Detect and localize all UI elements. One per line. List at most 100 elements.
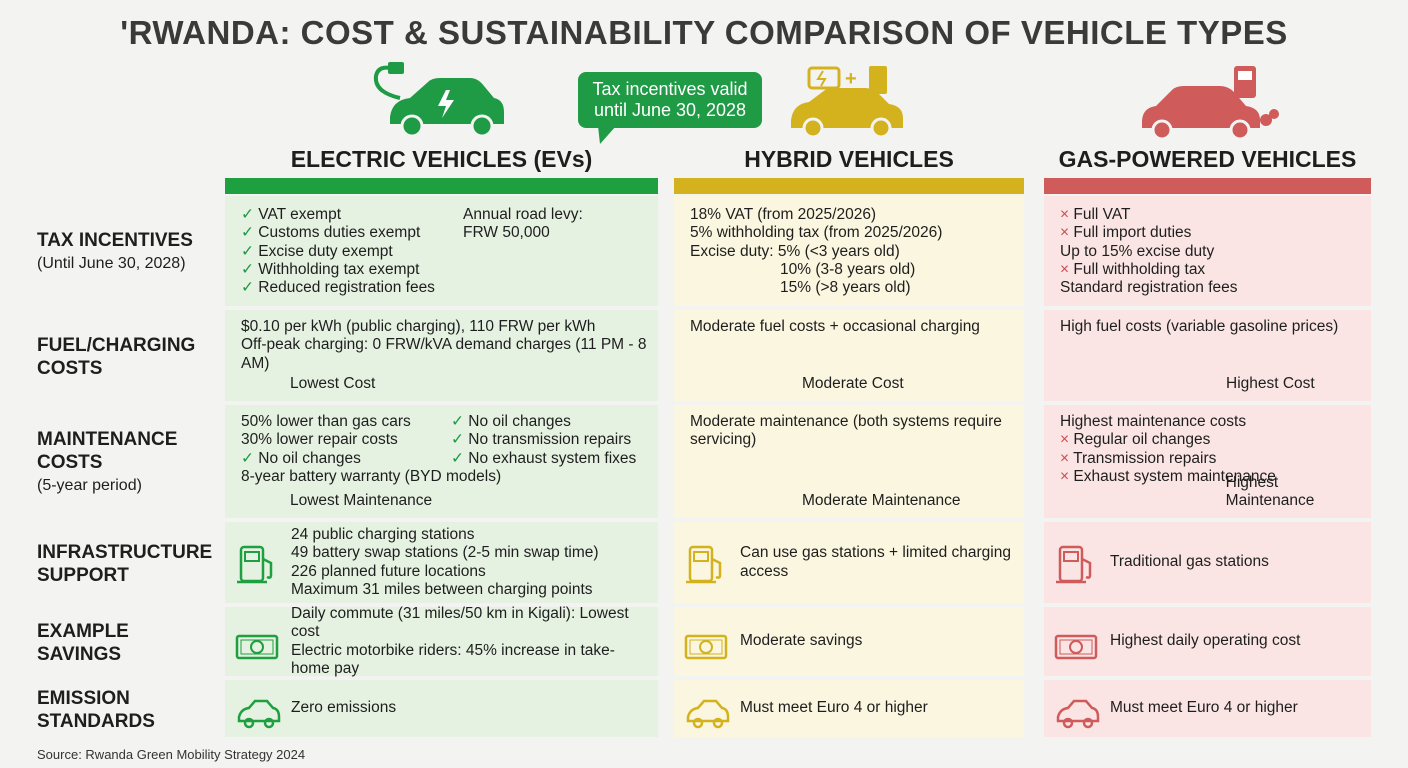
- cell-line: Maximum 31 miles between charging points: [291, 580, 593, 598]
- cell-text: High fuel costs (variable gasoline price…: [1060, 318, 1361, 371]
- cell-side-text: Annual road levy: FRW 50,000: [463, 206, 650, 243]
- cell-line: Up to 15% excise duty: [1060, 242, 1215, 260]
- cell-text: Moderate maintenance (both systems requi…: [690, 413, 1014, 488]
- cell-text: Moderate savings: [740, 607, 1014, 676]
- cell-line: Excise duty: 5% (<3 years old): [690, 242, 900, 260]
- cell-line: 8-year battery warranty (BYD models): [241, 467, 502, 485]
- cell-line: ✓ No oil changes: [451, 413, 571, 430]
- cell-text: Daily commute (31 miles/50 km in Kigali)…: [291, 604, 648, 677]
- cell: ✓ VAT exempt ✓ Customs duties exempt ✓ Exc…: [225, 196, 658, 306]
- cell-line: ✓ No exhaust system fixes: [451, 449, 637, 467]
- cell: Moderate maintenance (both systems requi…: [674, 405, 1024, 518]
- cell: Moderate fuel costs + occasional chargin…: [674, 310, 1024, 401]
- cell: × Full VAT × Full import duties Up to 15% …: [1044, 196, 1371, 306]
- cell-line: Highest daily operating cost: [1110, 632, 1301, 650]
- cell-text: 24 public charging stations 49 battery sw…: [291, 522, 648, 603]
- ev-icon: [373, 62, 504, 138]
- cell-text: 18% VAT (from 2025/2026) 5% withholding t…: [690, 206, 1014, 316]
- svg-text:+: +: [845, 68, 857, 90]
- column-title: GAS-POWERED VEHICLES: [1058, 146, 1357, 172]
- row-sublabel: (5-year period): [37, 477, 142, 494]
- row-sublabel: (Until June 30, 2028): [37, 255, 186, 272]
- cell-line: Moderate fuel costs + occasional chargin…: [690, 318, 980, 335]
- row-label: FUEL/CHARGING COSTS: [37, 310, 217, 403]
- row-label-text: TAX INCENTIVES: [37, 230, 193, 251]
- cell-line: × Full VAT: [1060, 206, 1131, 223]
- column-title: ELECTRIC VEHICLES (EVs): [290, 146, 593, 172]
- cell-line: Daily commute (31 miles/50 km in Kigali)…: [291, 604, 629, 641]
- cell-line: × Exhaust system maintenance: [1060, 467, 1276, 485]
- cell: Zero emissions: [225, 680, 658, 737]
- cell: Traditional gas stations: [1044, 522, 1371, 603]
- cell-line: Standard registration fees: [1060, 279, 1238, 297]
- cell-line: Off-peak charging: 0 FRW/kVA demand char…: [241, 336, 647, 372]
- cell-line: High fuel costs (variable gasoline price…: [1060, 318, 1339, 335]
- cell-line: 15% (>8 years old): [780, 279, 911, 297]
- cell: Must meet Euro 4 or higher: [1044, 680, 1371, 737]
- source: Source: Rwanda Green Mobility Strategy 2…: [37, 747, 306, 762]
- cell-text: Can use gas stations + limited charging …: [740, 522, 1014, 603]
- cell-line: Moderate savings: [740, 632, 863, 650]
- row-label: INFRASTRUCTURE SUPPORT: [37, 522, 217, 605]
- indicator-label: Moderate Maintenance: [802, 492, 961, 509]
- indicator: Moderate Maintenance: [684, 492, 961, 510]
- row-label-text: EMISSION STANDARDS: [37, 687, 155, 732]
- hybrid-icon: +: [791, 66, 903, 139]
- indicator: Lowest Maintenance: [235, 492, 432, 510]
- cell: Can use gas stations + limited charging …: [674, 522, 1024, 603]
- cell-line: Must meet Euro 4 or higher: [740, 699, 928, 717]
- row-icon: [1054, 634, 1098, 659]
- callout-tail: [598, 126, 616, 144]
- indicator-label: Highest Cost: [1226, 375, 1315, 392]
- row-icon: [1056, 545, 1092, 583]
- cell-line: ✓ Excise duty exempt: [241, 242, 393, 260]
- cell-line: Traditional gas stations: [1110, 553, 1269, 571]
- cell-line: Highest maintenance costs: [1060, 413, 1247, 430]
- cell-text: Highest daily operating cost: [1110, 607, 1361, 676]
- cell-text: Traditional gas stations: [1110, 522, 1361, 603]
- cell-text: × Full VAT × Full import duties Up to 15% …: [1060, 206, 1361, 316]
- row-icon: [237, 699, 281, 728]
- cell-line: Annual road levy:: [463, 206, 583, 223]
- cell-line: 10% (3-8 years old): [780, 260, 916, 278]
- cell-text: Must meet Euro 4 or higher: [1110, 680, 1361, 737]
- cell-text: Highest maintenance costs × Regular oil c…: [1060, 413, 1361, 488]
- column-title: HYBRID VEHICLES: [744, 146, 954, 172]
- cell-line: Can use gas stations + limited charging …: [740, 544, 1011, 580]
- cell-text: Moderate fuel costs + occasional chargin…: [690, 318, 1014, 371]
- cell-side-text: ✓ No oil changes ✓ No transmission repair…: [451, 413, 650, 468]
- cell-line: × Full import duties: [1060, 224, 1192, 242]
- row-icon: [237, 545, 273, 583]
- cell-text: ✓ VAT exempt ✓ Customs duties exempt ✓ Exc…: [241, 206, 471, 316]
- cell: Moderate savings: [674, 607, 1024, 676]
- cell: $0.10 per kWh (public charging), 110 FRW…: [225, 310, 658, 401]
- cell-text: $0.10 per kWh (public charging), 110 FRW…: [241, 318, 648, 372]
- header-bar: [1044, 178, 1371, 194]
- header-bar: [225, 178, 658, 194]
- cell-line: ✓ Customs duties exempt: [241, 224, 421, 242]
- indicator-label: Lowest Cost: [290, 375, 376, 392]
- cell-line: 49 battery swap stations (2-5 min swap t…: [291, 544, 599, 562]
- indicator: Lowest Cost: [235, 375, 375, 393]
- cell-line: 18% VAT (from 2025/2026): [690, 206, 877, 223]
- indicator-label: Highest Maintenance: [1225, 474, 1315, 509]
- cell-line: Must meet Euro 4 or higher: [1110, 699, 1298, 717]
- row-label: TAX INCENTIVES (Until June 30, 2028): [37, 196, 217, 308]
- cell-line: ✓ Withholding tax exempt: [241, 260, 420, 278]
- row-label: EXAMPLE SAVINGS: [37, 607, 217, 678]
- cell-line: × Regular oil changes: [1060, 431, 1211, 449]
- indicator: Highest Cost: [1054, 375, 1315, 393]
- cell-line: 30% lower repair costs: [241, 431, 398, 449]
- cell-line: × Transmission repairs: [1060, 449, 1217, 467]
- row-label-text: EXAMPLE SAVINGS: [37, 620, 129, 665]
- row-label: MAINTENANCE COSTS (5-year period): [37, 405, 217, 520]
- cell-text: Zero emissions: [291, 680, 648, 737]
- cell-line: ✓ No oil changes: [241, 449, 361, 467]
- indicator-label: Lowest Maintenance: [290, 492, 433, 509]
- cell-line: 50% lower than gas cars: [241, 413, 411, 430]
- cell: Must meet Euro 4 or higher: [674, 680, 1024, 737]
- row-label-text: FUEL/CHARGING COSTS: [37, 334, 196, 379]
- cell-text: 50% lower than gas cars 30% lower repair …: [241, 413, 651, 488]
- cell-line: Zero emissions: [291, 699, 397, 717]
